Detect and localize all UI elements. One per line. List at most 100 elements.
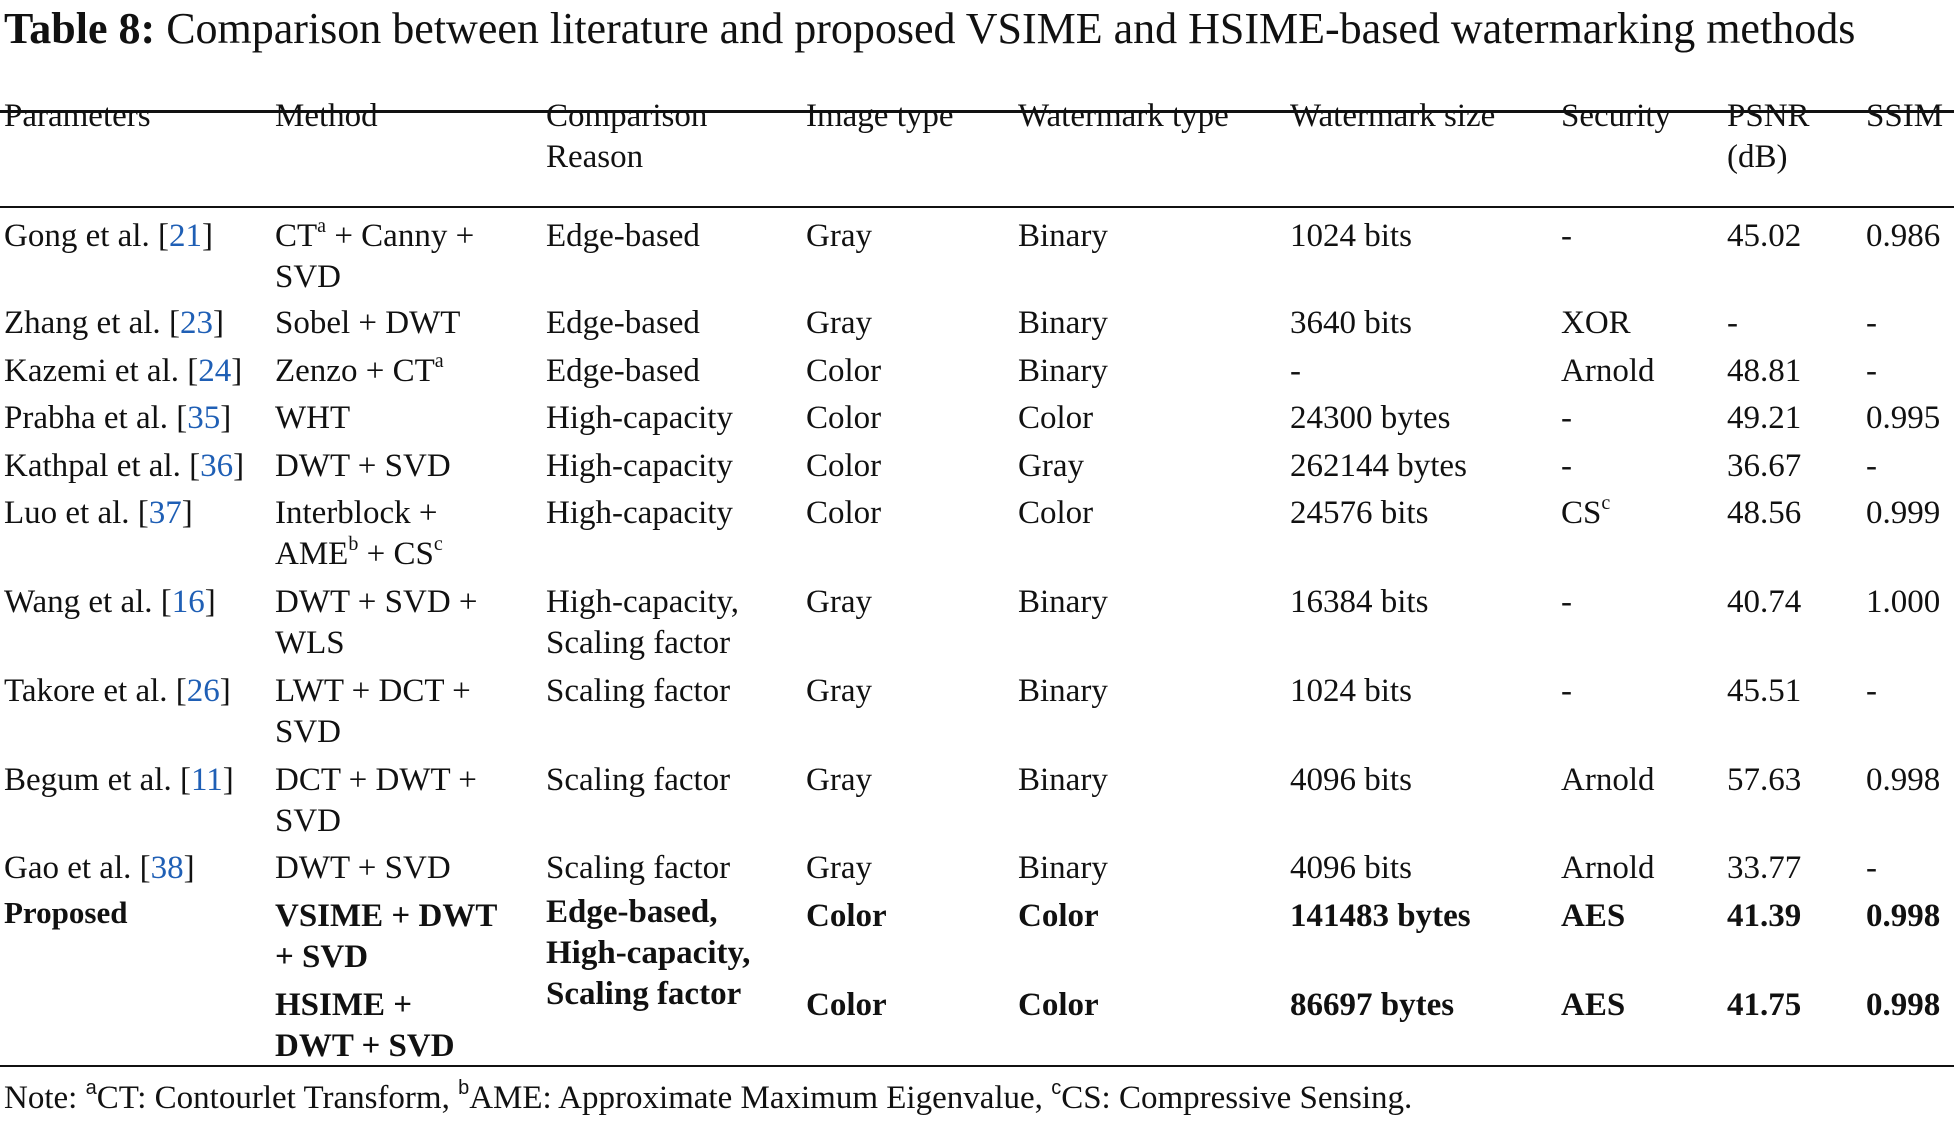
row-ssim: 0.998 (1866, 762, 1941, 798)
proposed-method-vsime: VSIME + DWT + SVD (275, 898, 498, 975)
row-watermark-type: Binary (1018, 850, 1108, 886)
row-security: Arnold (1561, 353, 1655, 389)
row-method: DWT + SVD (275, 850, 451, 886)
row-watermark-size: 4096 bits (1290, 762, 1412, 798)
citation-link[interactable]: 35 (187, 400, 221, 436)
header-watermark-type: Watermark type (1018, 98, 1229, 134)
row-watermark-size: - (1290, 353, 1301, 389)
citation-link[interactable]: 23 (179, 305, 213, 341)
proposed-image-type: Color (806, 987, 887, 1023)
row-reason: Scaling factor (546, 673, 731, 709)
row-watermark-type: Binary (1018, 584, 1108, 620)
row-author: Gao et al. [38] (4, 850, 195, 886)
row-security: XOR (1561, 305, 1631, 341)
proposed-ssim: 0.998 (1866, 898, 1941, 934)
row-ssim: 0.999 (1866, 495, 1941, 531)
row-image-type: Color (806, 400, 882, 436)
row-ssim: 0.986 (1866, 218, 1941, 254)
row-reason: Scaling factor (546, 850, 731, 886)
citation-link[interactable]: 26 (186, 673, 220, 709)
row-ssim: - (1866, 850, 1877, 886)
row-method: DCT + DWT + SVD (275, 762, 477, 839)
row-author: Begum et al. [11] (4, 762, 234, 798)
row-security: - (1561, 673, 1572, 709)
proposed-image-type: Color (806, 898, 887, 934)
row-author: Luo et al. [37] (4, 495, 193, 531)
row-image-type: Gray (806, 850, 872, 886)
row-psnr: 33.77 (1727, 850, 1802, 886)
row-method: Zenzo + CTa (275, 350, 444, 389)
row-author: Wang et al. [16] (4, 584, 216, 620)
row-watermark-size: 3640 bits (1290, 305, 1412, 341)
citation-link[interactable]: 24 (198, 353, 232, 389)
table-label: Table 8: (4, 4, 156, 53)
row-author: Kathpal et al. [36] (4, 448, 245, 484)
row-ssim: - (1866, 673, 1877, 709)
row-security: Arnold (1561, 850, 1655, 886)
row-psnr: 45.51 (1727, 673, 1802, 709)
header-image-type: Image type (806, 98, 954, 134)
row-security: - (1561, 400, 1572, 436)
citation-link[interactable]: 21 (168, 218, 202, 254)
row-security: - (1561, 218, 1572, 254)
row-image-type: Color (806, 353, 882, 389)
row-reason: High-capacity (546, 400, 733, 436)
proposed-reason: Edge-based, High-capacity, Scaling factor (546, 894, 751, 1012)
row-watermark-type: Binary (1018, 218, 1108, 254)
row-watermark-type: Binary (1018, 353, 1108, 389)
row-psnr: 48.81 (1727, 353, 1802, 389)
proposed-watermark-size: 141483 bytes (1290, 898, 1471, 934)
header-reason-line1: Comparison (546, 98, 708, 134)
row-security: CSc (1561, 492, 1611, 531)
row-watermark-type: Color (1018, 400, 1094, 436)
row-author: Zhang et al. [23] (4, 305, 224, 341)
row-watermark-size: 24300 bytes (1290, 400, 1451, 436)
row-reason: Edge-based (546, 353, 700, 389)
row-image-type: Gray (806, 218, 872, 254)
proposed-security: AES (1561, 987, 1626, 1023)
row-ssim: - (1866, 305, 1877, 341)
proposed-security: AES (1561, 898, 1626, 934)
row-ssim: 1.000 (1866, 584, 1941, 620)
row-image-type: Color (806, 448, 882, 484)
row-watermark-size: 16384 bits (1290, 584, 1429, 620)
citation-link[interactable]: 16 (171, 584, 205, 620)
citation-link[interactable]: 38 (150, 850, 184, 886)
citation-link[interactable]: 36 (200, 448, 234, 484)
row-method: DWT + SVD + WLS (275, 584, 478, 661)
row-watermark-type: Binary (1018, 762, 1108, 798)
proposed-method-hsime: HSIME + DWT + SVD (275, 987, 455, 1064)
row-reason: Edge-based (546, 218, 700, 254)
row-method: Interblock + AMEb + CSc (275, 495, 443, 572)
header-method: Method (275, 98, 378, 134)
row-watermark-size: 4096 bits (1290, 850, 1412, 886)
row-author: Prabha et al. [35] (4, 400, 232, 436)
row-psnr: 48.56 (1727, 495, 1802, 531)
table-note: Note: aCT: Contourlet Transform, bAME: A… (4, 1077, 1413, 1116)
row-ssim: - (1866, 353, 1877, 389)
header-comparison-reason: Comparison Reason (546, 96, 707, 178)
header-psnr-line2: (dB) (1727, 139, 1788, 175)
header-watermark-size: Watermark size (1290, 98, 1496, 134)
row-reason: High-capacity, Scaling factor (546, 584, 740, 661)
row-watermark-size: 1024 bits (1290, 673, 1412, 709)
row-psnr: 45.02 (1727, 218, 1802, 254)
header-ssim: SSIM (1866, 98, 1944, 134)
row-watermark-type: Color (1018, 495, 1094, 531)
header-psnr: PSNR (dB) (1727, 96, 1810, 178)
proposed-psnr: 41.75 (1727, 987, 1802, 1023)
bottom-rule (0, 1065, 1954, 1067)
citation-link[interactable]: 37 (148, 495, 182, 531)
row-psnr: 36.67 (1727, 448, 1802, 484)
row-image-type: Gray (806, 584, 872, 620)
row-reason: Scaling factor (546, 762, 731, 798)
header-psnr-line1: PSNR (1727, 98, 1810, 134)
citation-link[interactable]: 11 (190, 762, 223, 798)
row-security: Arnold (1561, 762, 1655, 798)
row-watermark-type: Gray (1018, 448, 1084, 484)
row-reason: Edge-based (546, 305, 700, 341)
row-watermark-type: Binary (1018, 673, 1108, 709)
row-psnr: 40.74 (1727, 584, 1802, 620)
row-reason: High-capacity (546, 448, 733, 484)
